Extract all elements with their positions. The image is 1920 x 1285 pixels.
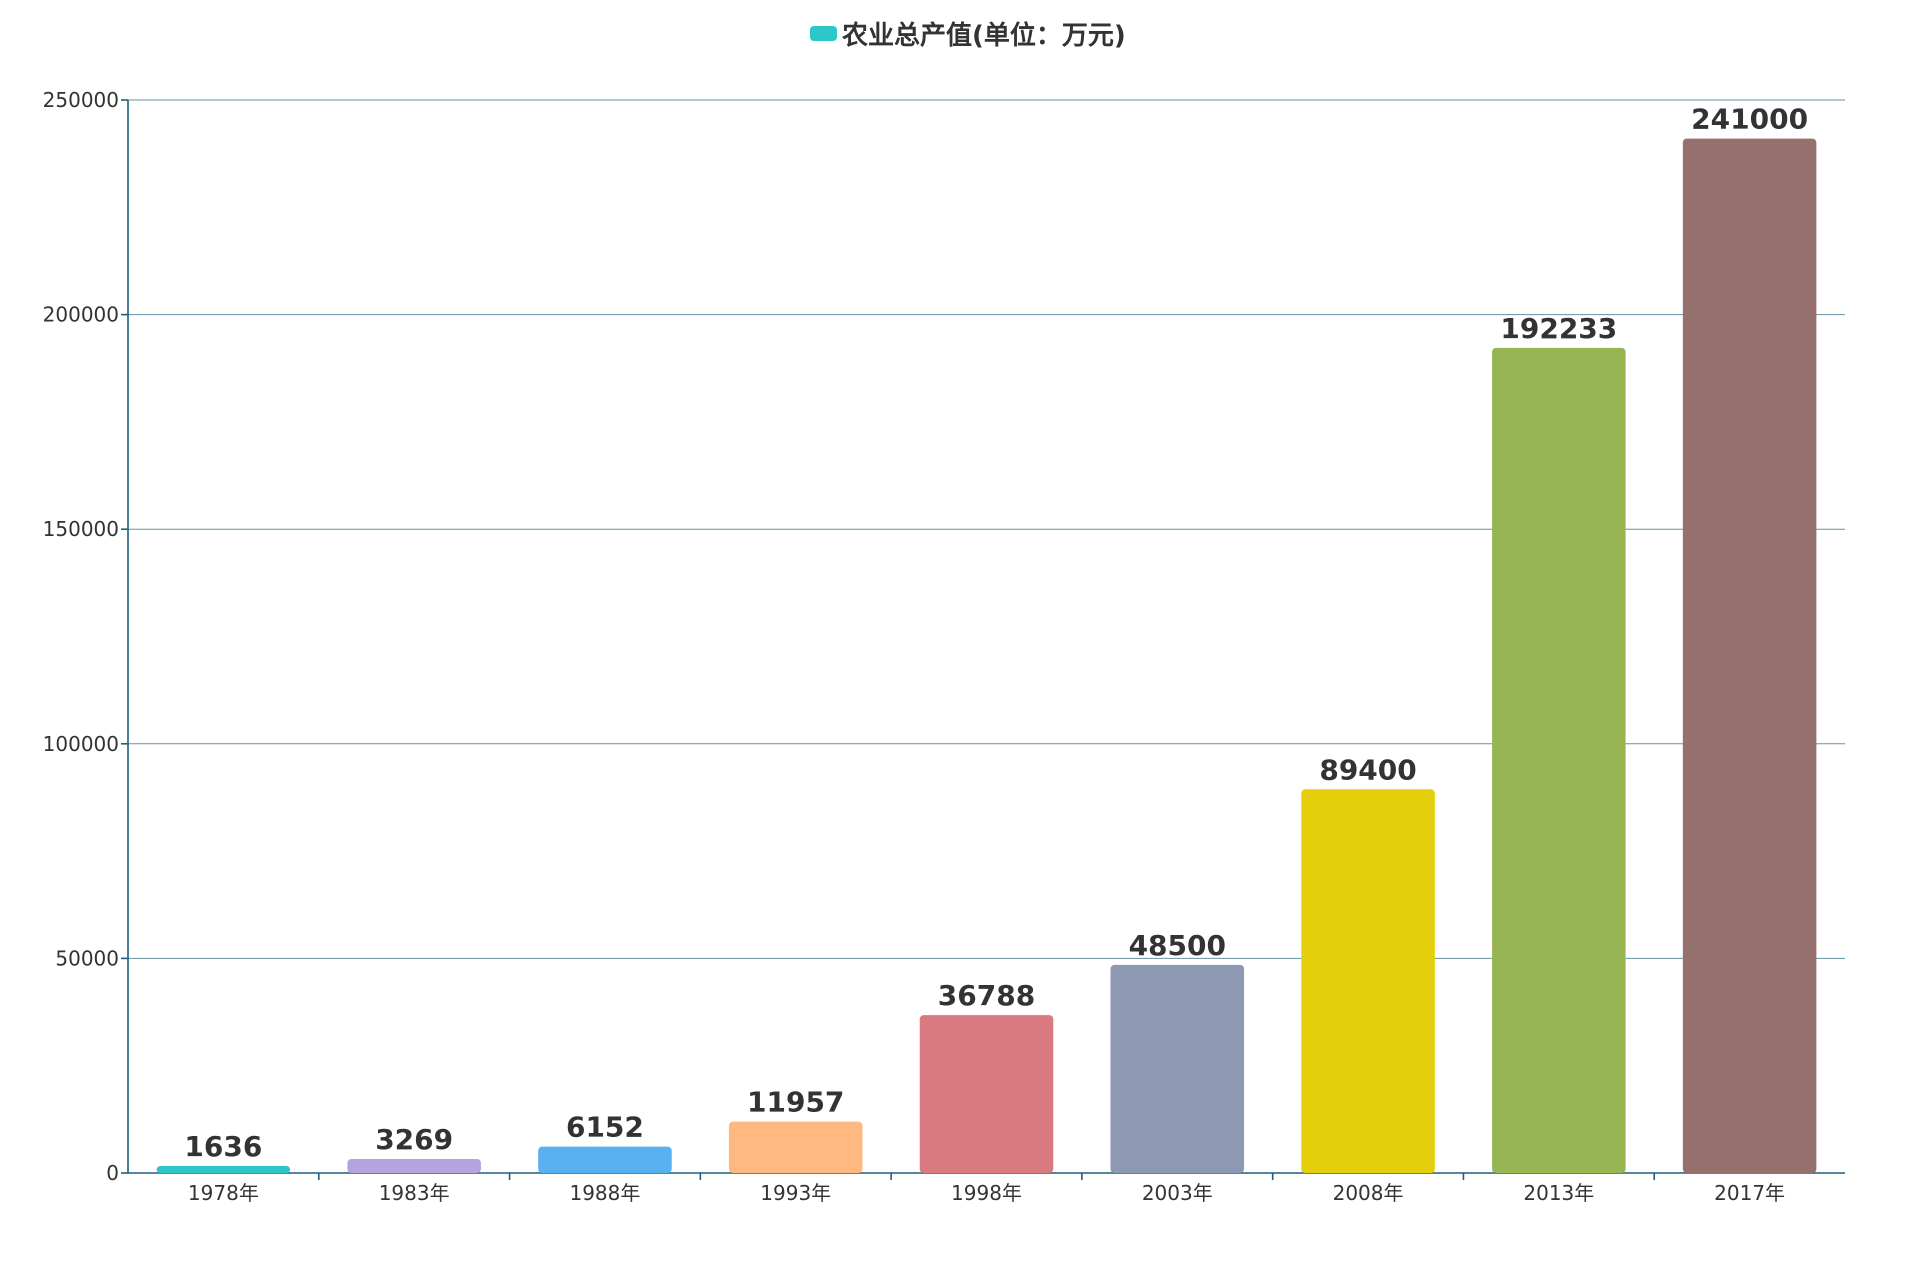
- bar-1998年[interactable]: [919, 1015, 1054, 1173]
- x-tick-label: 2017年: [1714, 1181, 1785, 1205]
- bar-2017年[interactable]: [1682, 138, 1817, 1173]
- x-tick-label: 1978年: [188, 1181, 259, 1205]
- y-tick-label: 150000: [43, 517, 119, 541]
- x-tick-label: 1988年: [569, 1181, 640, 1205]
- x-tick-label: 2013年: [1523, 1181, 1594, 1205]
- y-tick-label: 100000: [43, 732, 119, 756]
- bar-value-label: 48500: [1129, 929, 1226, 962]
- legend: 农业总产值(单位：万元): [810, 20, 1126, 51]
- y-tick-label: 250000: [43, 88, 119, 112]
- bar-2003年[interactable]: [1110, 964, 1245, 1173]
- bar-1978年[interactable]: [156, 1165, 291, 1173]
- y-axis: 0 50000 100000 150000 200000 250000: [43, 88, 129, 1185]
- bar-value-label: 36788: [938, 979, 1035, 1012]
- bar-value-label: 89400: [1319, 753, 1416, 786]
- y-tick-label: 50000: [55, 946, 119, 970]
- bar-value-label: 1636: [184, 1130, 262, 1163]
- bar-2008年[interactable]: [1301, 789, 1435, 1173]
- bar-value-label: 6152: [566, 1111, 644, 1144]
- bar-value-label: 3269: [375, 1123, 453, 1156]
- bar-2013年[interactable]: [1492, 347, 1626, 1173]
- bar-1993年[interactable]: [728, 1121, 863, 1173]
- x-axis: 1978年 1983年 1988年 1993年 1998年 2003年 2008年 2013年…: [128, 1172, 1845, 1205]
- y-tick-label: 200000: [43, 303, 119, 327]
- data-labels: 1636 3269 6152 11957 36788 48500 89400 192233 24…: [184, 103, 1808, 1163]
- bar-value-label: 241000: [1691, 103, 1808, 136]
- x-tick-label: 2008年: [1333, 1181, 1404, 1205]
- bar-value-label: 192233: [1500, 312, 1617, 345]
- bars: [156, 138, 1817, 1173]
- x-tick-label: 1993年: [760, 1181, 831, 1205]
- x-tick-label: 1998年: [951, 1181, 1022, 1205]
- legend-label[interactable]: 农业总产值(单位：万元): [841, 20, 1126, 51]
- y-tick-label: 0: [106, 1161, 119, 1185]
- x-tick-label: 1983年: [379, 1181, 450, 1205]
- bar-1988年[interactable]: [538, 1146, 672, 1173]
- bar-1983年[interactable]: [347, 1158, 481, 1173]
- bar-value-label: 11957: [747, 1086, 844, 1119]
- x-tick-label: 2003年: [1142, 1181, 1213, 1205]
- legend-swatch[interactable]: [810, 26, 837, 41]
